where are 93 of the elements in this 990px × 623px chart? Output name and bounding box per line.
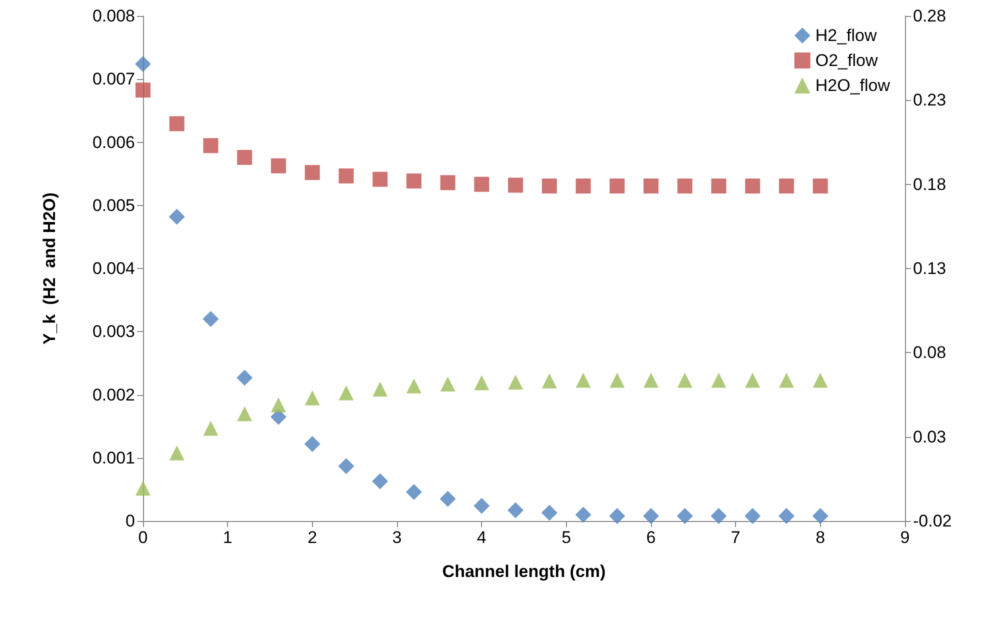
point [508,178,524,193]
x-tick-label: 0 [138,528,148,547]
point [406,484,422,500]
point [237,406,252,422]
point [610,372,625,388]
x-tick-label: 5 [562,528,572,547]
y-tick-label: 0.006 [92,132,135,152]
y-tick-label: 0.004 [92,259,135,278]
y-tick-label: 0.001 [92,448,135,468]
point [304,165,320,180]
point [304,436,320,452]
point [778,372,794,388]
y-tick-label: 0.005 [92,196,135,215]
point [203,420,218,436]
x-tick-label: 9 [900,528,910,547]
point [474,498,490,514]
point [644,178,658,194]
point [169,116,184,132]
y-tick-label: 0.007 [92,70,135,89]
point [677,178,692,194]
point [474,375,490,390]
point [744,508,761,524]
point [610,178,625,194]
point [542,373,557,388]
point [778,508,794,524]
x-tick-label: 7 [730,528,740,547]
y-tick-label: 0.008 [92,6,135,26]
point [372,473,388,490]
point [406,378,422,394]
point [508,374,524,390]
point [372,172,388,187]
y2-tick-label: 0.18 [913,174,946,194]
point [576,372,591,388]
legend-label: O2_flow [815,51,878,70]
point [542,178,557,194]
point [812,372,828,388]
x-tick-label: 4 [476,528,486,547]
y-axis-title: Y_k (H2 and H2O) [40,192,59,345]
point [677,372,692,388]
point [270,158,286,174]
point [778,178,794,194]
point [676,508,693,524]
point [136,82,150,98]
point [745,372,760,388]
x-tick-label: 1 [222,528,232,547]
y2-tick-label: 0.13 [913,259,946,278]
y-tick-label: 0 [126,512,135,530]
point [711,178,726,194]
point [406,173,422,188]
point [609,508,626,524]
point [338,168,354,184]
point [508,502,524,518]
y-tick-label: 0.002 [92,385,135,404]
y2-tick-label: 0.08 [913,343,946,362]
point [203,138,218,154]
y2-tick-label: -0.02 [913,512,952,530]
legend-label: H2_flow [815,26,878,45]
point [576,178,591,194]
y2-tick-label: 0.03 [913,427,946,446]
point [575,506,592,523]
point [168,208,185,225]
point [169,445,184,460]
point [644,372,658,388]
y-tick-label: 0.003 [92,322,135,342]
point [440,490,456,507]
point [541,504,558,521]
point [710,508,727,524]
point [136,480,150,496]
point [643,508,659,524]
point [440,376,456,392]
y2-tick-label: 0.28 [913,6,946,26]
point [474,176,490,192]
point [338,458,354,474]
point [304,390,320,406]
point [812,178,828,194]
point [812,508,828,524]
point [745,178,760,194]
y2-tick-label: 0.23 [913,90,946,110]
x-axis-title: Channel length (cm) [442,562,606,581]
legend-label: H2O_flow [815,76,891,95]
x-tick-label: 3 [392,528,402,547]
point [135,56,151,72]
point [711,372,726,388]
point [270,397,286,412]
x-tick-label: 8 [816,528,826,547]
point [440,175,456,190]
x-tick-label: 6 [646,528,656,547]
point [372,382,388,397]
point [236,370,253,386]
point [202,311,219,327]
x-tick-label: 2 [308,528,318,547]
point [338,385,354,400]
point [237,150,252,165]
